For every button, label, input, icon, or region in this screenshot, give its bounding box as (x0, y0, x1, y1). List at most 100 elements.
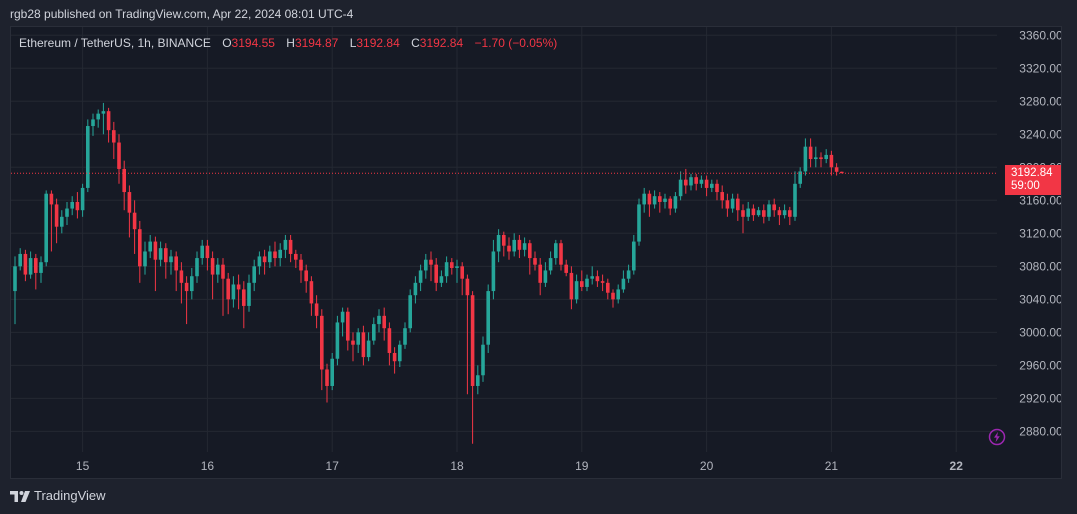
candle-body (377, 315, 381, 325)
candle (736, 193, 740, 221)
candle (106, 107, 111, 143)
candle-body (34, 258, 38, 273)
candle (179, 262, 184, 304)
candle (138, 220, 142, 283)
chart-area[interactable]: 3360.003320.003280.003240.003200.003160.… (10, 26, 1062, 479)
open-value: 3194.55 (231, 36, 275, 50)
candle-body (96, 113, 100, 120)
candle (611, 289, 615, 308)
candle-body (725, 200, 730, 209)
candle-body (548, 258, 553, 271)
candle (86, 119, 90, 193)
footer: TradingView (10, 488, 106, 503)
candle (273, 241, 277, 267)
candle (382, 307, 386, 341)
candle (148, 234, 152, 259)
candle (741, 204, 745, 234)
candle-body (80, 187, 85, 211)
candle-body (517, 239, 522, 250)
candle (595, 270, 600, 287)
candle (13, 256, 17, 325)
candle (44, 190, 48, 267)
candle-body (169, 256, 173, 263)
candle-body (44, 193, 48, 263)
candle-body (798, 171, 802, 184)
candle (486, 284, 490, 353)
y-tick-label: 3080.00 (1019, 259, 1061, 273)
candle (554, 239, 558, 265)
candle-body (39, 262, 43, 273)
candle-body (632, 241, 636, 271)
candle-body (793, 183, 797, 217)
candle (730, 193, 735, 213)
x-tick-label: 17 (326, 459, 340, 473)
low-value: 3192.84 (356, 36, 400, 50)
close-value: 3192.84 (419, 36, 464, 50)
candle-body (91, 119, 95, 127)
tradingview-logo-icon[interactable] (10, 489, 30, 503)
candle-body (86, 126, 90, 188)
candle-body (361, 332, 366, 358)
candle-body (673, 196, 678, 209)
current-price-tag: 3192.84 59:00 (1005, 165, 1061, 195)
candle-body (294, 253, 298, 260)
candle-body (699, 179, 704, 184)
candle (314, 295, 319, 329)
candle (252, 259, 256, 292)
candle (559, 239, 563, 271)
candle (788, 206, 792, 226)
candle-body (273, 251, 277, 259)
candle-body (741, 210, 745, 217)
candle-body (190, 276, 194, 292)
candle-body (392, 352, 397, 362)
candle (23, 249, 28, 282)
candle (746, 201, 750, 221)
candle-body (60, 216, 64, 227)
candle-body (647, 193, 652, 205)
current-price-value: 3192.84 (1011, 167, 1053, 179)
candle-body (767, 204, 771, 217)
lightning-bolt-icon[interactable] (988, 428, 1006, 446)
candle-body (486, 291, 490, 345)
candle-body (590, 276, 594, 279)
bar-countdown: 59:00 (1011, 180, 1040, 192)
high-value: 3194.87 (294, 36, 339, 50)
candle (75, 192, 80, 219)
candle (710, 179, 714, 193)
candle (496, 229, 501, 263)
candle (268, 245, 272, 268)
candle (112, 121, 116, 160)
candle-body (455, 266, 459, 268)
candle (418, 264, 423, 292)
candle (127, 185, 132, 238)
candle (616, 284, 620, 304)
ohlc-legend: Ethereum / TetherUS, 1h, BINANCE O3194.5… (19, 36, 557, 50)
candle-body (309, 281, 314, 304)
candle (174, 251, 178, 292)
candle-body (413, 282, 418, 296)
candle-body (668, 198, 672, 209)
candle-body (179, 270, 184, 283)
footer-brand[interactable]: TradingView (34, 488, 106, 503)
candle-body (23, 253, 28, 275)
candle (840, 171, 844, 174)
candle (720, 185, 724, 209)
candle (798, 167, 802, 188)
y-tick-label: 3000.00 (1019, 325, 1061, 339)
candle (39, 256, 43, 283)
y-tick-label: 3360.00 (1019, 28, 1061, 42)
candle-body (325, 369, 329, 386)
candle (340, 307, 345, 337)
candle (226, 272, 230, 315)
candle-body (663, 198, 667, 202)
candle (361, 325, 366, 366)
candle-body (824, 154, 828, 160)
candle-body (788, 210, 792, 217)
candle (195, 251, 199, 283)
candle (28, 251, 33, 279)
candle-body (621, 278, 626, 290)
candle (533, 251, 537, 271)
candle-body (65, 208, 69, 217)
candlestick-chart[interactable]: 3360.003320.003280.003240.003200.003160.… (11, 27, 1061, 478)
candle (814, 146, 818, 168)
